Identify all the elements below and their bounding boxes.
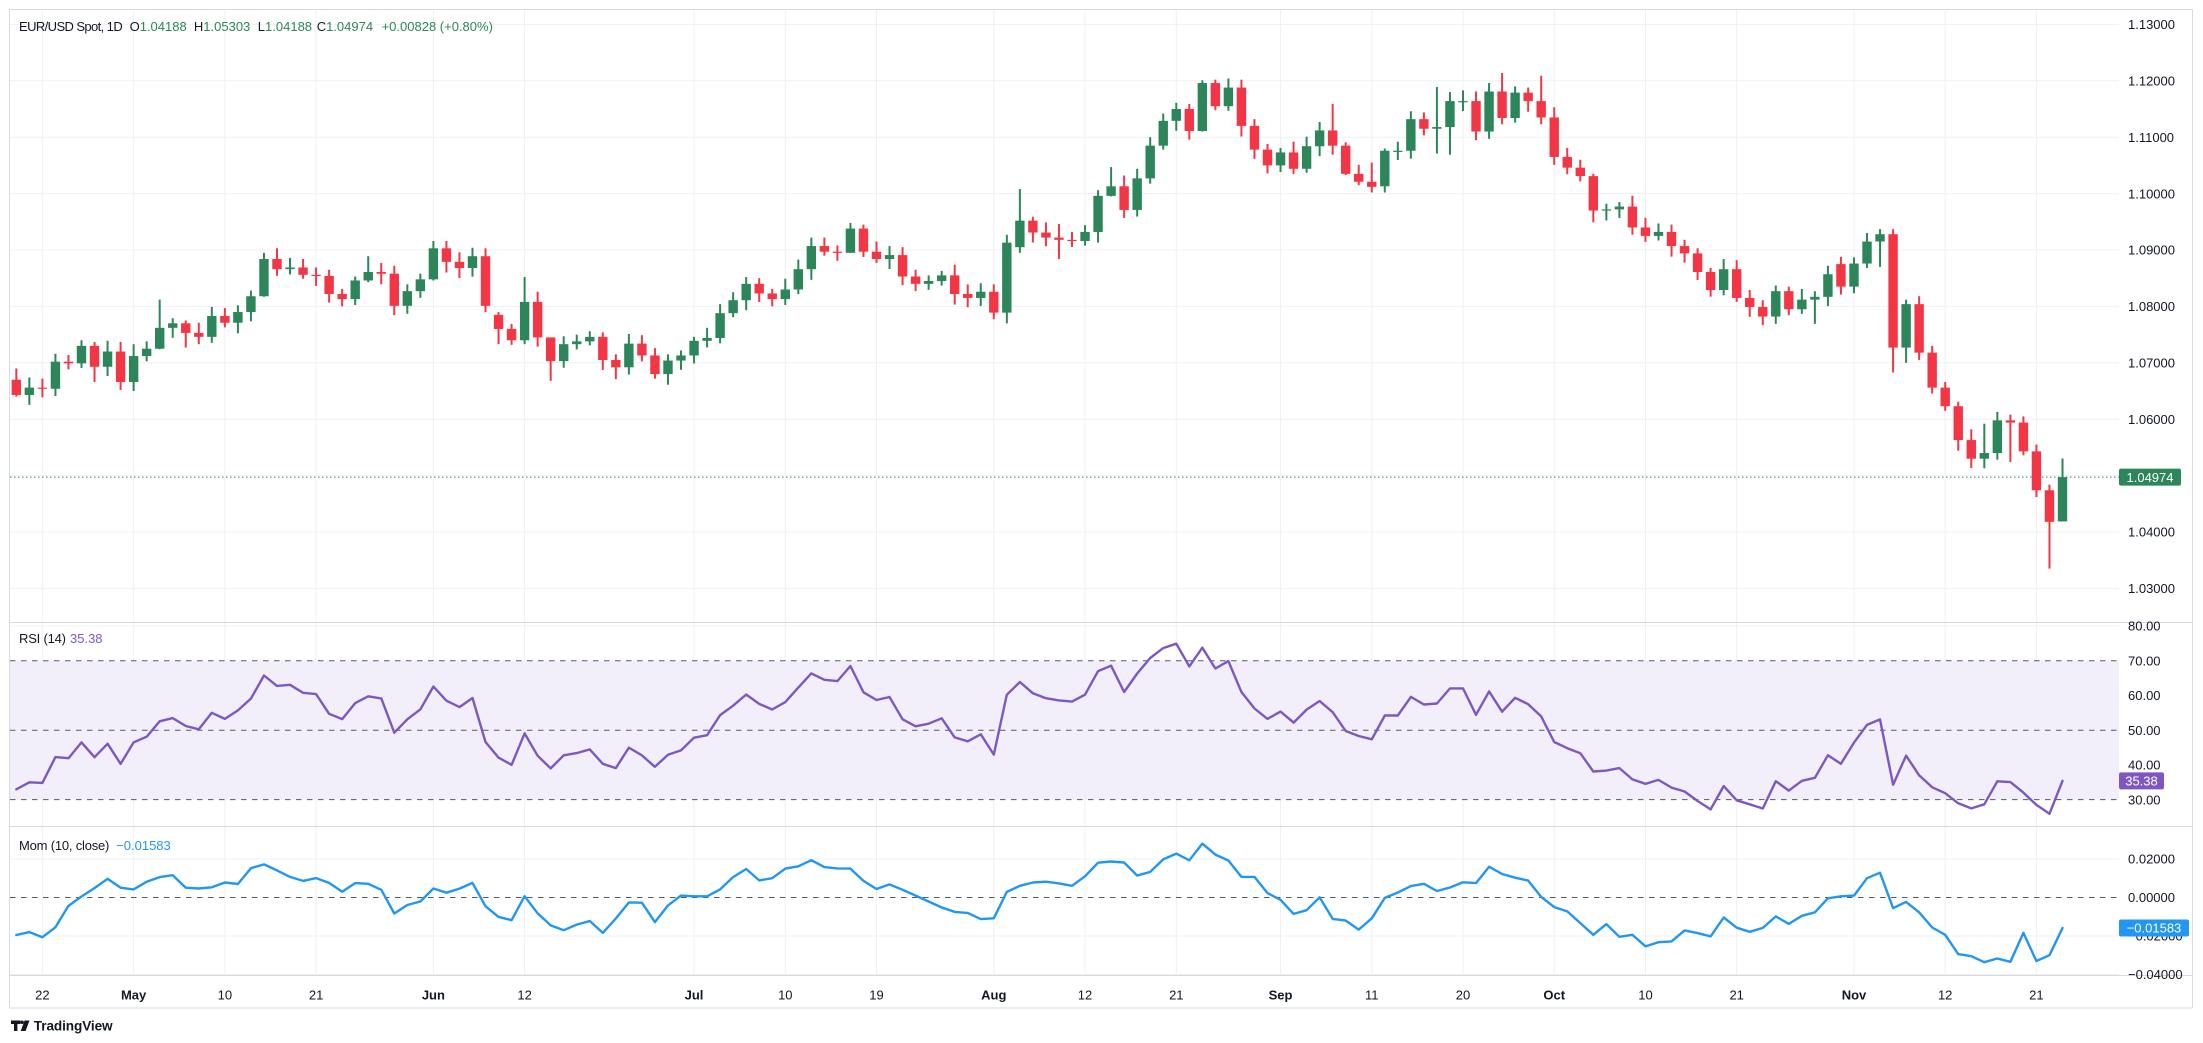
svg-text:40.00: 40.00 — [2128, 758, 2161, 773]
svg-text:1.09000: 1.09000 — [2128, 243, 2175, 258]
svg-text:12: 12 — [517, 988, 531, 1003]
svg-text:RSI (14)35.38: RSI (14) 35.38 — [19, 631, 103, 646]
svg-text:80.00: 80.00 — [2128, 619, 2161, 634]
svg-text:0.00000: 0.00000 — [2128, 890, 2175, 905]
svg-text:1.04974: 1.04974 — [2127, 470, 2174, 485]
svg-text:12: 12 — [1078, 988, 1092, 1003]
svg-text:10: 10 — [1638, 988, 1652, 1003]
svg-text:21: 21 — [1169, 988, 1183, 1003]
svg-text:1.11000: 1.11000 — [2128, 130, 2174, 145]
svg-text:1.06000: 1.06000 — [2128, 412, 2175, 427]
svg-text:1.08000: 1.08000 — [2128, 299, 2175, 314]
svg-text:Jul: Jul — [685, 988, 704, 1003]
svg-text:1.13000: 1.13000 — [2128, 17, 2175, 32]
svg-text:21: 21 — [309, 988, 323, 1003]
svg-text:−0.04000: −0.04000 — [2128, 967, 2183, 982]
svg-text:19: 19 — [869, 988, 883, 1003]
svg-text:Sep: Sep — [1269, 988, 1293, 1003]
svg-text:1.07000: 1.07000 — [2128, 356, 2175, 371]
svg-text:1.03000: 1.03000 — [2128, 581, 2175, 596]
svg-text:0.02000: 0.02000 — [2128, 852, 2175, 867]
svg-text:Oct: Oct — [1543, 988, 1565, 1003]
svg-text:12: 12 — [1938, 988, 1952, 1003]
svg-text:60.00: 60.00 — [2128, 688, 2161, 703]
svg-text:Aug: Aug — [981, 988, 1006, 1003]
svg-text:30.00: 30.00 — [2128, 792, 2161, 807]
svg-text:22: 22 — [35, 988, 49, 1003]
svg-text:21: 21 — [1729, 988, 1743, 1003]
svg-text:20: 20 — [1456, 988, 1470, 1003]
svg-text:Jun: Jun — [422, 988, 445, 1003]
svg-text:11: 11 — [1365, 988, 1379, 1003]
svg-text:70.00: 70.00 — [2128, 653, 2161, 668]
svg-text:1.10000: 1.10000 — [2128, 186, 2175, 201]
svg-text:35.38: 35.38 — [2125, 774, 2158, 789]
svg-text:1.12000: 1.12000 — [2128, 74, 2175, 89]
svg-text:May: May — [121, 988, 147, 1003]
svg-text:50.00: 50.00 — [2128, 723, 2161, 738]
svg-text:10: 10 — [778, 988, 792, 1003]
svg-text:−0.01583: −0.01583 — [2127, 921, 2182, 936]
svg-text:1.04000: 1.04000 — [2128, 525, 2175, 540]
svg-text:21: 21 — [2029, 988, 2043, 1003]
svg-text:10: 10 — [218, 988, 232, 1003]
svg-text:TradingView: TradingView — [34, 1019, 113, 1034]
svg-text:Mom (10, close)−0.01583: Mom (10, close) −0.01583 — [19, 838, 171, 853]
svg-text:Nov: Nov — [1842, 988, 1867, 1003]
